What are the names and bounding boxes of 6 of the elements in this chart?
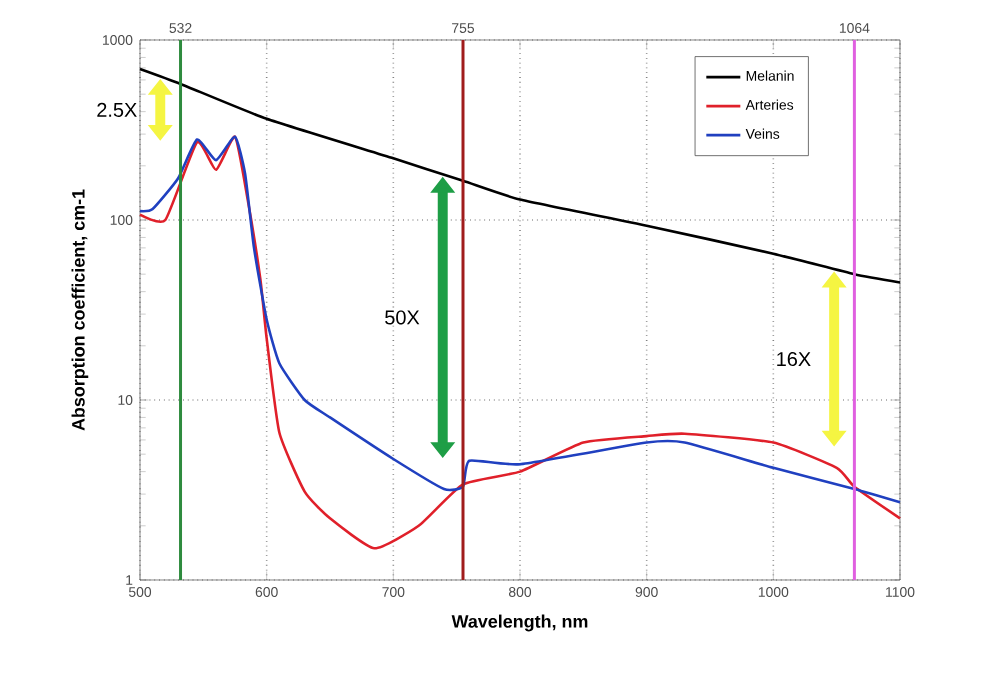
annotation: 16X: [777, 351, 811, 367]
y-axis-title: Absorption coefficient, cm-1: [71, 189, 89, 431]
text: 2.5X: [97, 102, 137, 117]
line-series: [138, 67, 902, 284]
x-axis-title: Wavelength, nm: [451, 614, 588, 632]
annotation: 50X: [385, 310, 420, 325]
